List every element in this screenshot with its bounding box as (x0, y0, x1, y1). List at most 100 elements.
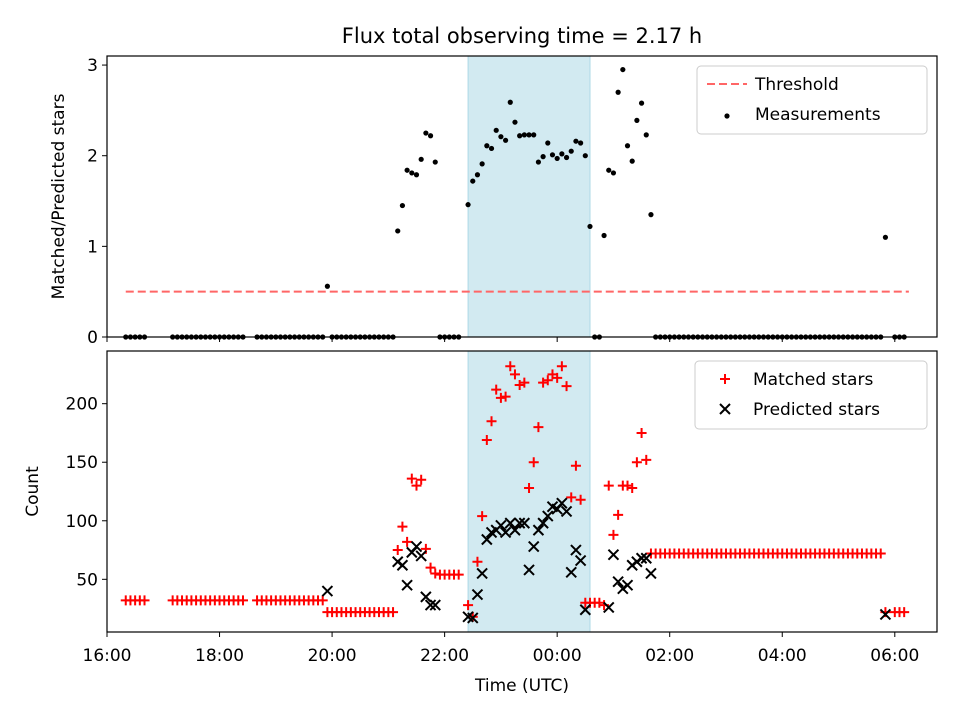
legend: Matched stars Predicted stars (694, 360, 928, 430)
predicted-point (504, 517, 516, 529)
measurement-point (578, 140, 584, 146)
legend-predicted-swatch (719, 403, 731, 415)
predicted-point (513, 517, 526, 529)
predicted-point (621, 579, 634, 591)
predicted-point (556, 497, 568, 509)
matched-point (430, 568, 441, 579)
measurement-point (479, 161, 485, 167)
measurement-point (638, 100, 645, 106)
predicted-point (471, 588, 484, 601)
legend-frame (696, 65, 928, 135)
predicted-point (579, 604, 592, 616)
y-axis-label: Matched/Predicted stars (49, 93, 69, 299)
measurement-point (521, 132, 527, 138)
matched-point (575, 494, 586, 505)
matched-point (566, 492, 577, 503)
legend-entry-label: Predicted stars (753, 400, 880, 420)
x-tick-label: 22:00 (420, 646, 469, 666)
y-axis-label: Count (23, 466, 43, 517)
predicted-point (481, 533, 493, 546)
measurement-point (549, 152, 556, 158)
predicted-point (570, 544, 582, 556)
matched-point (392, 545, 403, 556)
measurement-point (488, 145, 495, 152)
matched-point (636, 427, 647, 438)
measurement-point (498, 134, 504, 140)
matched-point (425, 562, 436, 573)
measurement-point (648, 212, 654, 218)
measurement-point (634, 117, 640, 123)
predicted-point (523, 564, 535, 576)
predicted-point (560, 505, 573, 518)
legend-entry-label: Matched stars (753, 370, 873, 390)
legend-frame (694, 360, 928, 430)
measurement-point (882, 234, 889, 240)
predicted-point (509, 524, 521, 536)
predicted-point (528, 540, 540, 553)
measurement-point (563, 154, 570, 161)
measurement-point (587, 223, 593, 230)
predicted-point (603, 601, 615, 614)
predicted-point (415, 550, 427, 562)
matched-point (603, 480, 614, 491)
legend-measurement-swatch (724, 113, 730, 119)
predicted-point (499, 526, 512, 539)
matched-point (505, 361, 516, 372)
matched-point (486, 416, 497, 427)
predicted-point (518, 517, 531, 529)
matched-point (481, 434, 492, 445)
matched-point (509, 369, 520, 380)
measurement-point (526, 132, 532, 138)
axes-frame (106, 350, 938, 633)
x-tick-label: 18:00 (195, 646, 244, 666)
predicted-point (429, 599, 441, 611)
matched-point (402, 536, 413, 547)
predicted-point (476, 567, 488, 580)
measurement-point (404, 167, 410, 173)
predicted-point (420, 591, 432, 603)
measurement-point (559, 151, 565, 157)
measurement-point (643, 132, 649, 138)
measurement-point (484, 143, 490, 149)
x-tick-label: 04:00 (758, 646, 807, 666)
matched-point (411, 480, 422, 491)
matched-point (453, 569, 464, 580)
chart-title: Flux total observing time = 2.17 h (342, 24, 702, 48)
measurement-point (606, 167, 612, 173)
top-panel: 0 1 2 3 Matched/Predicted stars Threshold Meas… (49, 55, 938, 348)
measurement-point (493, 127, 499, 133)
matched-point (875, 548, 886, 559)
matched-point (397, 521, 408, 532)
matched-point (237, 595, 248, 606)
predicted-point (879, 608, 892, 621)
y-tick-label: 1 (87, 237, 98, 257)
measurement-point (517, 133, 523, 139)
predicted-point (396, 559, 409, 571)
matched-point (556, 361, 567, 372)
predicted-point (542, 510, 554, 522)
measurement-point (427, 133, 434, 139)
matched-point (139, 595, 150, 606)
matched-point (552, 372, 563, 383)
measurement-point (601, 232, 607, 239)
matched-point (463, 600, 474, 611)
matched-point (608, 529, 619, 540)
matched-point (406, 473, 417, 484)
predicted-point (565, 566, 577, 578)
measurement-point (573, 138, 579, 144)
matched-point (542, 375, 553, 386)
predicted-point (467, 612, 479, 624)
predicted-point (537, 517, 549, 529)
measurement-point (432, 159, 438, 165)
matched-point (570, 460, 581, 471)
y-tick-label: 3 (87, 56, 98, 76)
measurement-point (474, 172, 481, 178)
measurement-point (554, 155, 560, 162)
measurement-point (395, 228, 401, 234)
measurement-point (624, 143, 631, 149)
matched-point (317, 595, 328, 606)
predicted-point (410, 540, 423, 553)
matched-point (631, 457, 642, 468)
matched-point (627, 482, 638, 493)
